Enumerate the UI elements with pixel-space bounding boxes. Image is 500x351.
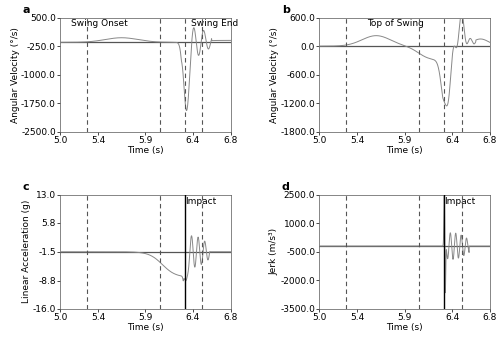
Text: Top of Swing: Top of Swing <box>367 19 424 28</box>
Y-axis label: Angular Velocity (°/s): Angular Velocity (°/s) <box>10 27 20 122</box>
Text: Swing Onset: Swing Onset <box>72 19 128 28</box>
Text: c: c <box>22 183 29 192</box>
Text: Impact: Impact <box>185 197 216 206</box>
X-axis label: Time (s): Time (s) <box>386 146 423 155</box>
Y-axis label: Angular Velocity (°/s): Angular Velocity (°/s) <box>270 27 279 122</box>
Text: Swing End: Swing End <box>191 19 238 28</box>
Y-axis label: Linear Acceleration (g): Linear Acceleration (g) <box>22 200 31 304</box>
X-axis label: Time (s): Time (s) <box>127 323 164 332</box>
Text: d: d <box>282 183 290 192</box>
Text: b: b <box>282 5 290 15</box>
X-axis label: Time (s): Time (s) <box>386 323 423 332</box>
X-axis label: Time (s): Time (s) <box>127 146 164 155</box>
Y-axis label: Jerk (m/s³): Jerk (m/s³) <box>270 228 279 275</box>
Text: a: a <box>22 5 30 15</box>
Text: Impact: Impact <box>444 198 476 206</box>
